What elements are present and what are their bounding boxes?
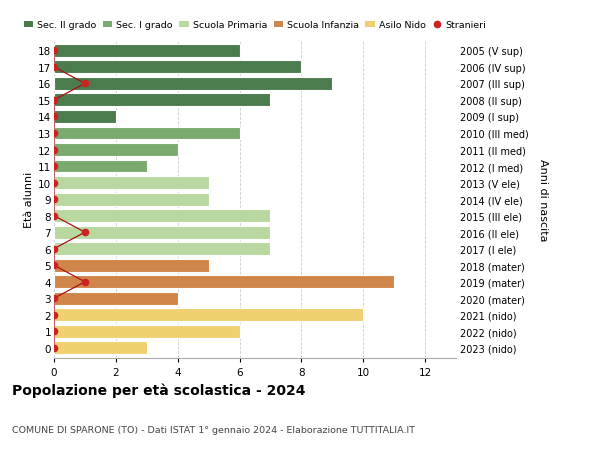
Bar xyxy=(54,243,271,256)
Bar xyxy=(54,309,363,322)
Bar xyxy=(54,177,209,190)
Bar xyxy=(54,160,147,173)
Bar xyxy=(54,193,209,206)
Bar xyxy=(54,61,301,74)
Bar xyxy=(54,292,178,305)
Y-axis label: Età alunni: Età alunni xyxy=(24,172,34,228)
Legend: Sec. II grado, Sec. I grado, Scuola Primaria, Scuola Infanzia, Asilo Nido, Stran: Sec. II grado, Sec. I grado, Scuola Prim… xyxy=(24,21,486,30)
Bar xyxy=(54,111,116,123)
Bar xyxy=(54,144,178,157)
Bar xyxy=(54,127,239,140)
Bar xyxy=(54,325,239,338)
Bar xyxy=(54,341,147,354)
Bar xyxy=(54,259,209,272)
Y-axis label: Anni di nascita: Anni di nascita xyxy=(538,158,548,241)
Bar xyxy=(54,226,271,239)
Text: Popolazione per età scolastica - 2024: Popolazione per età scolastica - 2024 xyxy=(12,382,305,397)
Text: COMUNE DI SPARONE (TO) - Dati ISTAT 1° gennaio 2024 - Elaborazione TUTTITALIA.IT: COMUNE DI SPARONE (TO) - Dati ISTAT 1° g… xyxy=(12,425,415,434)
Bar xyxy=(54,94,271,107)
Bar xyxy=(54,210,271,223)
Bar xyxy=(54,45,239,58)
Bar xyxy=(54,78,332,90)
Bar xyxy=(54,276,394,289)
